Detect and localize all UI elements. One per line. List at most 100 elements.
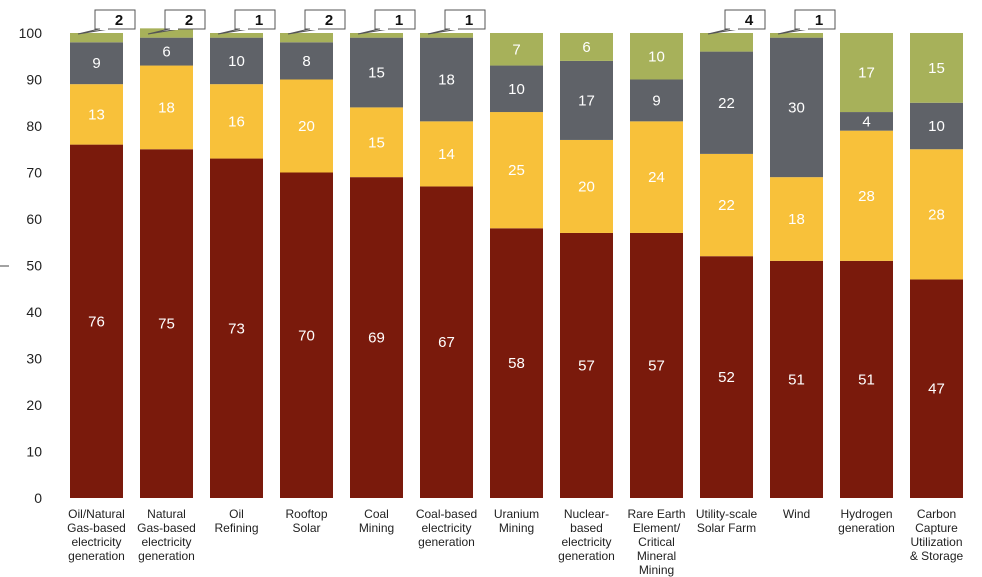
bar-stack: 67 14 18 1 — [420, 9, 486, 498]
bar-stack: 57 24 9 10 — [630, 33, 683, 498]
y-tick-label: 80 — [26, 118, 42, 134]
bar-segment — [700, 33, 753, 52]
bar-segment — [770, 37, 823, 178]
data-label: 28 — [928, 206, 945, 223]
callout-pointer — [217, 28, 250, 35]
y-tick-label: 10 — [26, 444, 42, 460]
bar-segment — [770, 33, 823, 38]
bar-segment — [140, 37, 193, 66]
data-label: 57 — [648, 357, 665, 374]
callout-box — [304, 9, 346, 30]
callout: 2 — [77, 9, 136, 35]
bar-stack: 51 28 4 17 — [840, 33, 893, 498]
callout: 1 — [777, 9, 836, 35]
data-label: 20 — [298, 118, 315, 135]
bars: 7613927518627316101702082691515167141815… — [70, 9, 963, 499]
bar-segment — [420, 33, 473, 38]
data-label: 24 — [648, 169, 665, 186]
callout: 2 — [287, 9, 346, 35]
bar-segment — [280, 33, 333, 43]
data-label: 17 — [858, 65, 875, 82]
data-label: 6 — [162, 44, 170, 61]
data-label: 70 — [298, 327, 315, 344]
bar-stack: 70 20 8 2 — [280, 9, 346, 498]
bar-segment — [840, 112, 893, 131]
y-tick-label: 20 — [26, 397, 42, 413]
bar-segment — [700, 153, 753, 257]
bar-segment — [420, 121, 473, 187]
bar-segment — [140, 149, 193, 498]
data-label: 30 — [788, 99, 805, 116]
callout-label: 2 — [185, 12, 193, 29]
bar-segment — [140, 65, 193, 150]
callout-pointer — [707, 28, 740, 35]
y-tick-label: 90 — [26, 72, 42, 88]
callout-label: 2 — [325, 12, 333, 29]
data-label: 73 — [228, 320, 245, 337]
x-tick-label: Oil/Natural Gas-based electricity generatio… — [67, 507, 126, 563]
callout-box — [794, 9, 836, 30]
bar-segment — [210, 158, 263, 499]
x-tick-label: Nuclear-based electricity generation — [558, 507, 615, 563]
x-tick-label: Coal-based electricity generation — [416, 507, 477, 549]
data-label: 8 — [302, 53, 310, 70]
bar-segment — [280, 172, 333, 498]
callout: 4 — [707, 9, 766, 35]
bar-segment — [560, 139, 613, 233]
bar-segment — [420, 186, 473, 498]
bar-segment — [560, 232, 613, 498]
data-label: 69 — [368, 330, 385, 347]
data-label: 51 — [788, 371, 805, 388]
data-label: 22 — [718, 95, 735, 112]
y-tick-label: 0 — [34, 490, 42, 506]
x-tick-label: Coal Mining — [359, 507, 394, 535]
callout-box — [724, 9, 766, 30]
y-axis: 0 10 20 30 40 50 60 70 80 90 100 — [19, 25, 43, 506]
callout-pointer — [287, 28, 320, 35]
data-label: 7 — [512, 41, 520, 58]
bar-stack: 76 13 9 2 — [70, 9, 136, 498]
bar-segment — [490, 33, 543, 66]
data-label: 67 — [438, 334, 455, 351]
callout-label: 2 — [115, 12, 123, 29]
y-tick-label: 30 — [26, 351, 42, 367]
y-tick-label: 60 — [26, 211, 42, 227]
bar-segment — [70, 84, 123, 145]
bar-segment — [350, 33, 403, 38]
bar-segment — [910, 149, 963, 280]
data-label: 18 — [788, 211, 805, 228]
bar-segment — [560, 33, 613, 61]
data-label: 4 — [862, 113, 870, 130]
data-label: 10 — [228, 53, 245, 70]
data-label: 47 — [928, 381, 945, 398]
data-label: 25 — [508, 162, 525, 179]
data-label: 10 — [928, 118, 945, 135]
callout-label: 1 — [395, 12, 403, 29]
bar-stack: 58 25 10 7 — [490, 33, 543, 499]
data-label: 20 — [578, 178, 595, 195]
bar-segment — [910, 102, 963, 150]
data-label: 28 — [858, 188, 875, 205]
bar-segment — [770, 260, 823, 498]
bar-segment — [70, 33, 123, 43]
callout-box — [164, 9, 206, 30]
bar-stack: 75 18 62 — [140, 9, 206, 498]
bar-segment — [70, 144, 123, 498]
bar-segment — [700, 256, 753, 498]
bar-segment — [840, 130, 893, 261]
data-label: 58 — [508, 355, 525, 372]
callout: 1 — [217, 9, 276, 35]
data-label: 51 — [858, 371, 875, 388]
data-label: 15 — [928, 60, 945, 77]
bar-segment — [210, 84, 263, 159]
callout-box — [234, 9, 276, 30]
bar-segment — [350, 177, 403, 498]
callout-pointer — [427, 28, 460, 35]
bar-segment — [350, 107, 403, 178]
bar-stack: 73 16 10 1 — [210, 9, 276, 499]
bar-segment — [910, 279, 963, 498]
y-tick-label: 50 — [26, 258, 42, 274]
data-label: 57 — [578, 357, 595, 374]
callout-pointer — [77, 28, 110, 35]
bar-stack: 47 28 10 15 — [910, 33, 963, 498]
